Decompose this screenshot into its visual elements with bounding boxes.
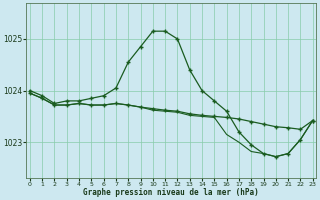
X-axis label: Graphe pression niveau de la mer (hPa): Graphe pression niveau de la mer (hPa) xyxy=(84,188,259,197)
